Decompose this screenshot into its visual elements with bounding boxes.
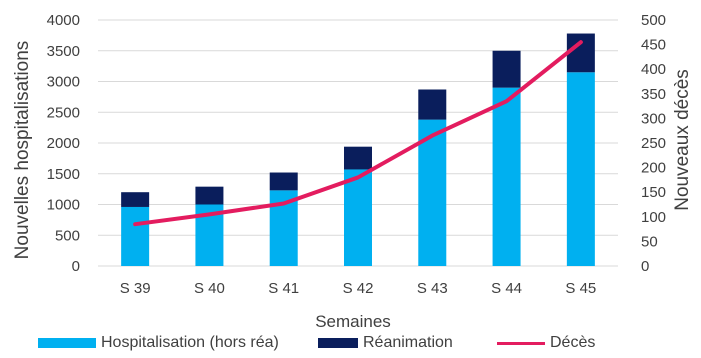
y-tick-label: 4000 xyxy=(47,12,80,29)
bar-reanimation xyxy=(566,33,595,73)
y-tick-label: 3000 xyxy=(47,74,80,91)
y-axis-title: Nouvelles hospitalisations xyxy=(12,41,33,260)
legend-swatch-reanimation xyxy=(318,338,358,348)
y2-tick-label: 0 xyxy=(641,258,649,275)
y-tick-label: 1500 xyxy=(47,166,80,183)
right-axis-ticks: 0 50 100 150 200 250 300 350 400 450 500 xyxy=(641,12,666,275)
y2-tick-label: 100 xyxy=(641,209,666,226)
x-tick-label: S 42 xyxy=(343,280,374,297)
bar-reanimation xyxy=(195,186,224,205)
legend-label-deces: Décès xyxy=(550,334,596,351)
bar-reanimation xyxy=(492,50,521,88)
y-tick-label: 0 xyxy=(72,258,80,275)
x-tick-label: S 40 xyxy=(194,280,225,297)
left-axis-ticks: 0 500 1000 1500 2000 2500 3000 3500 4000 xyxy=(47,12,80,275)
legend-swatch-deces xyxy=(497,341,545,345)
bar-hospitalisation xyxy=(492,87,521,267)
x-axis-title: Semaines xyxy=(315,312,391,331)
x-axis-ticks: S 39 S 40 S 41 S 42 S 43 S 44 S 45 xyxy=(120,280,597,297)
y2-tick-label: 450 xyxy=(641,37,666,54)
legend: Hospitalisation (hors réa) Réanimation D… xyxy=(0,334,701,356)
legend-swatch-hospitalisation xyxy=(38,338,96,348)
deces-line xyxy=(133,40,583,227)
y-tick-label: 2500 xyxy=(47,104,80,121)
legend-label-reanimation: Réanimation xyxy=(363,334,453,351)
bar-hospitalisation xyxy=(566,72,595,267)
y2-tick-label: 50 xyxy=(641,233,658,250)
legend-item-hospitalisation: Hospitalisation (hors réa) xyxy=(38,334,279,352)
y2-tick-label: 150 xyxy=(641,184,666,201)
y2-tick-label: 400 xyxy=(641,61,666,78)
bar-reanimation xyxy=(269,172,298,191)
x-tick-label: S 44 xyxy=(491,280,522,297)
y-tick-label: 2000 xyxy=(47,135,80,152)
bar-hospitalisation xyxy=(344,169,372,266)
chart: 0 500 1000 1500 2000 2500 3000 3500 4000 0 50 100 1… xyxy=(12,12,693,331)
bar-reanimation xyxy=(121,192,150,207)
legend-item-reanimation: Réanimation xyxy=(318,334,453,352)
y2-tick-label: 250 xyxy=(641,135,666,152)
deces-series-line xyxy=(133,40,583,227)
x-tick-label: S 43 xyxy=(417,280,448,297)
y2-tick-label: 350 xyxy=(641,86,666,103)
y-tick-label: 3500 xyxy=(47,43,80,60)
y2-tick-label: 500 xyxy=(641,12,666,29)
bar-hospitalisation xyxy=(418,119,447,266)
y-tick-label: 500 xyxy=(55,227,80,244)
legend-item-deces: Décès xyxy=(497,334,595,352)
x-tick-label: S 39 xyxy=(120,280,151,297)
y-tick-label: 1000 xyxy=(47,197,80,214)
bar-reanimation xyxy=(418,89,447,120)
x-tick-label: S 41 xyxy=(268,280,299,297)
x-tick-label: S 45 xyxy=(565,280,596,297)
y2-axis-title: Nouveaux décès xyxy=(672,69,693,211)
bar-hospitalisation xyxy=(121,206,150,266)
y2-tick-label: 200 xyxy=(641,160,666,177)
bars xyxy=(121,33,595,267)
y2-tick-label: 300 xyxy=(641,110,666,127)
gridlines xyxy=(98,19,618,267)
legend-label-hospitalisation: Hospitalisation (hors réa) xyxy=(101,334,279,351)
bar-reanimation xyxy=(344,146,372,170)
